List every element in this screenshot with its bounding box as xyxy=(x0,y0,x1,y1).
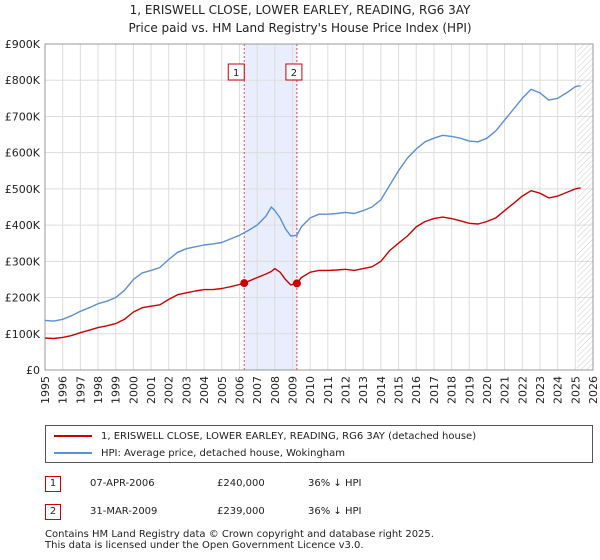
y-tick-label: £600K xyxy=(5,147,41,160)
sale-marker-box xyxy=(285,63,303,81)
x-tick-label: 1999 xyxy=(110,376,123,404)
y-tick-label: £800K xyxy=(5,74,41,87)
x-tick-label: 1997 xyxy=(74,376,87,404)
x-tick-label: 2000 xyxy=(127,376,140,404)
y-tick-label: £100K xyxy=(5,328,41,341)
y-tick-label: £300K xyxy=(5,255,41,268)
x-tick-label: 1996 xyxy=(57,376,70,404)
x-tick-label: 2011 xyxy=(322,376,335,404)
x-tick-label: 2016 xyxy=(410,376,423,404)
sale-date: 07-APR-2006 xyxy=(90,478,155,489)
x-tick-label: 2007 xyxy=(251,376,264,404)
footer: Contains HM Land Registry data © Crown c… xyxy=(45,529,434,551)
y-tick-label: £700K xyxy=(5,110,41,123)
x-tick-label: 2009 xyxy=(286,376,299,404)
footer-licence: This data is licensed under the Open Gov… xyxy=(45,540,364,551)
sale-marker-box xyxy=(227,63,245,81)
x-tick-label: 2020 xyxy=(481,376,494,404)
sale-price: £240,000 xyxy=(217,478,265,489)
sale-marker-label: 1 xyxy=(233,68,239,79)
sale-hpi-diff: 36% ↓ HPI xyxy=(308,506,362,517)
x-tick-label: 2023 xyxy=(534,376,547,404)
plot-border xyxy=(44,43,594,371)
legend-label-property: 1, ERISWELL CLOSE, LOWER EARLEY, READING… xyxy=(101,430,477,442)
chart-subtitle: Price paid vs. HM Land Registry's House … xyxy=(128,21,472,35)
legend-label-hpi: HPI: Average price, detached house, Woki… xyxy=(101,447,345,459)
price-chart: 1 2 £0 £100K £200K £300K £400K £500K £600K £700K £… xyxy=(5,38,600,404)
footer-copyright: Contains HM Land Registry data © Crown c… xyxy=(45,529,434,540)
sale-number-badge: 2 xyxy=(45,504,61,520)
x-tick-label: 2003 xyxy=(180,376,193,404)
x-tick-label: 1995 xyxy=(39,376,52,404)
x-tick-label: 2018 xyxy=(446,376,459,404)
x-tick-label: 2001 xyxy=(145,376,158,404)
x-tick-label: 2024 xyxy=(552,376,565,404)
x-tick-label: 1998 xyxy=(92,376,105,404)
x-tick-label: 2005 xyxy=(216,376,229,404)
plot-area xyxy=(45,44,593,370)
legend-item-property: 1, ERISWELL CLOSE, LOWER EARLEY, READING… xyxy=(54,428,476,444)
sale-row: 2 31-MAR-2009 £239,000 36% ↓ HPI xyxy=(45,502,585,524)
sale-hpi-diff: 36% ↓ HPI xyxy=(308,478,362,489)
sale-point xyxy=(292,279,301,288)
x-tick-label: 2002 xyxy=(163,376,176,404)
chart-title: 1, ERISWELL CLOSE, LOWER EARLEY, READING… xyxy=(129,3,471,17)
x-tick-label: 2021 xyxy=(499,376,512,404)
sale-date: 31-MAR-2009 xyxy=(90,506,158,517)
legend-swatch-hpi xyxy=(54,452,92,454)
sale-row: 1 07-APR-2006 £240,000 36% ↓ HPI xyxy=(45,474,585,496)
x-tick-label: 2008 xyxy=(269,376,282,404)
x-tick-label: 2013 xyxy=(357,376,370,404)
y-tick-label: £500K xyxy=(5,183,41,196)
y-tick-label: £900K xyxy=(5,38,41,51)
projection-hatch xyxy=(577,44,593,370)
legend-swatch-property xyxy=(54,435,92,437)
series-line-hpi xyxy=(44,85,581,322)
sale-number-badge: 1 xyxy=(45,476,61,492)
x-tick-label: 2015 xyxy=(393,376,406,404)
legend-item-hpi: HPI: Average price, detached house, Woki… xyxy=(54,445,345,461)
x-tick-label: 2022 xyxy=(516,376,529,404)
sale-marker-label: 2 xyxy=(291,68,297,79)
x-tick-label: 2025 xyxy=(569,376,582,404)
sale-price: £239,000 xyxy=(217,506,265,517)
x-tick-label: 2019 xyxy=(463,376,476,404)
x-tick-label: 2012 xyxy=(340,376,353,404)
x-tick-label: 2006 xyxy=(233,376,246,404)
sale-point xyxy=(240,279,249,288)
y-tick-label: £400K xyxy=(5,219,41,232)
x-tick-label: 2014 xyxy=(375,376,388,404)
y-tick-label: £200K xyxy=(5,292,41,305)
x-tick-label: 2026 xyxy=(587,376,600,404)
y-tick-label: £0 xyxy=(26,364,40,377)
x-tick-label: 2017 xyxy=(428,376,441,404)
legend: 1, ERISWELL CLOSE, LOWER EARLEY, READING… xyxy=(45,425,593,463)
x-tick-label: 2004 xyxy=(198,376,211,404)
x-tick-label: 2010 xyxy=(304,376,317,404)
